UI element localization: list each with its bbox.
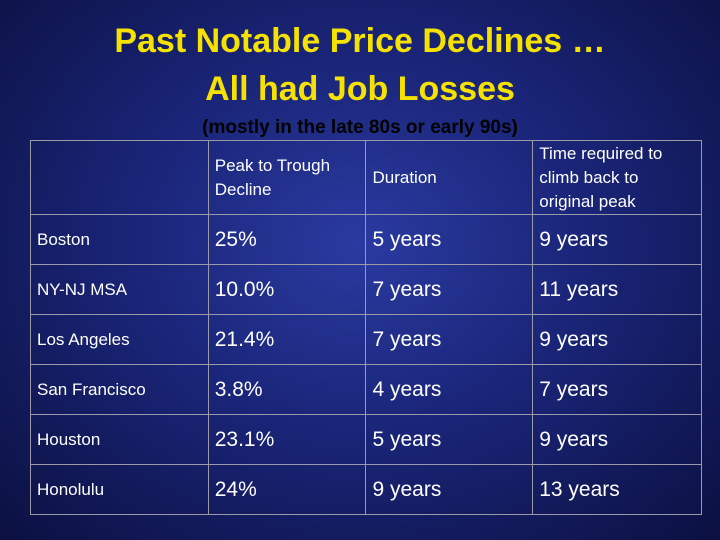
title-line: Past Notable Price Declines …: [114, 22, 606, 60]
cell: 7 years: [365, 314, 534, 365]
data-row: Honolulu 24% 9 years 13 years: [30, 464, 702, 515]
data-row: NY-NJ MSA 10.0% 7 years 11 years: [30, 264, 702, 315]
cell: 23.1%: [207, 414, 367, 465]
cell: 3.8%: [207, 364, 367, 415]
data-row: San Francisco 3.8% 4 years 7 years: [30, 364, 702, 415]
cell: 25%: [207, 214, 367, 265]
cell: 7 years: [532, 364, 702, 415]
column-header: [30, 140, 209, 215]
cell: 9 years: [365, 464, 534, 515]
header-row: Peak to Trough Decline Duration Time requi…: [30, 140, 702, 215]
cell: 24%: [207, 464, 367, 515]
row-label: NY-NJ MSA: [30, 264, 209, 315]
row-label: Los Angeles: [30, 314, 209, 365]
title-line: All had Job Losses: [205, 70, 515, 108]
cell: 10.0%: [207, 264, 367, 315]
cell: 5 years: [365, 414, 534, 465]
cell: 9 years: [532, 214, 702, 265]
cell: 4 years: [365, 364, 534, 415]
row-label: Houston: [30, 414, 209, 465]
cell: 9 years: [532, 314, 702, 365]
data-row: Boston 25% 5 years 9 years: [30, 214, 702, 265]
subtitle: (mostly in the late 80s or early 90s): [202, 117, 518, 138]
cell: 11 years: [532, 264, 702, 315]
cell: 7 years: [365, 264, 534, 315]
row-label: Honolulu: [30, 464, 209, 515]
column-header: Peak to Trough Decline: [207, 140, 367, 215]
column-header: Duration: [365, 140, 534, 215]
row-label: Boston: [30, 214, 209, 265]
cell: 21.4%: [207, 314, 367, 365]
row-label: San Francisco: [30, 364, 209, 415]
data-table: Peak to Trough Decline Duration Time requi…: [30, 140, 702, 515]
cell: 9 years: [532, 414, 702, 465]
data-row: Houston 23.1% 5 years 9 years: [30, 414, 702, 465]
cell: 5 years: [365, 214, 534, 265]
data-row: Los Angeles 21.4% 7 years 9 years: [30, 314, 702, 365]
cell: 13 years: [532, 464, 702, 515]
column-header: Time required to climb back to original …: [532, 140, 702, 215]
